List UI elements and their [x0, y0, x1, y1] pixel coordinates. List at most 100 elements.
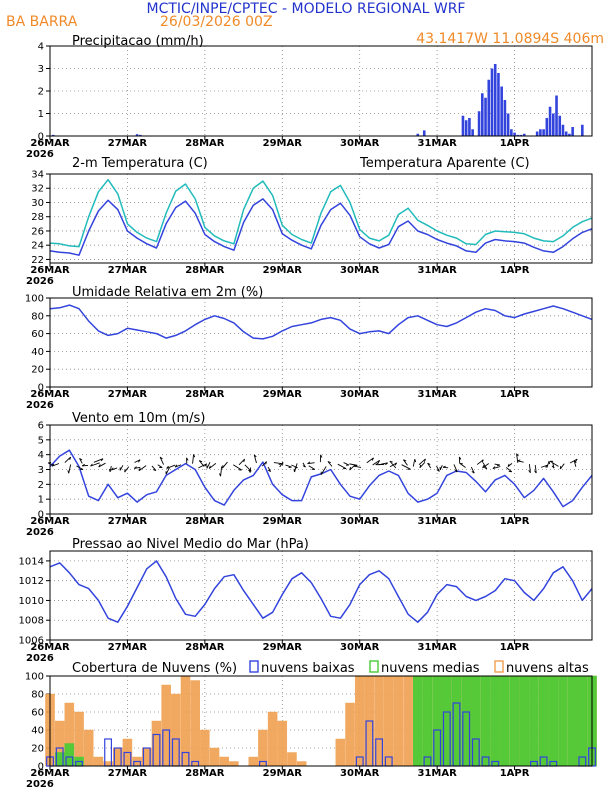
x-tick-label: 26MAR: [30, 642, 70, 653]
y-tick-label: 0: [38, 510, 44, 521]
wind-arrow: [198, 460, 205, 467]
x-tick-label: 26MAR: [30, 768, 70, 779]
cloud-bar-nuvens-medias: [509, 675, 520, 767]
cloud-bar-nuvens-altas: [393, 675, 404, 767]
wind-arrow: [353, 465, 362, 468]
precip-bar: [468, 118, 471, 136]
wind-arrow-head: [482, 465, 485, 469]
temp-title: 2-m Temperatura (C): [72, 156, 208, 171]
y-tick-label: 2: [38, 87, 44, 98]
x-tick-label: 28MAR: [185, 265, 225, 276]
wind-arrow: [516, 453, 519, 463]
wind-arrow-head: [67, 470, 70, 474]
legend-high-label: nuvens altas: [506, 661, 589, 676]
y-tick-label: 3: [38, 64, 44, 75]
wind-arrow-head: [394, 462, 398, 466]
x-tick-label: 28MAR: [185, 516, 225, 527]
precip-bar: [522, 133, 526, 136]
wind-arrow-head: [496, 464, 500, 467]
cloud-bar-nuvens-medias: [500, 675, 510, 767]
wind-arrow: [294, 463, 298, 473]
wind-arrow-head: [98, 464, 101, 468]
wind-arrow: [308, 465, 315, 470]
wind-arrow: [528, 464, 531, 473]
precip-bar: [568, 133, 571, 136]
precip-bar: [555, 95, 558, 136]
cloud-bar-nuvens-altas: [83, 729, 94, 767]
x-year-label: 2026: [26, 527, 54, 538]
wind-arrow: [470, 466, 475, 474]
y-tick-label: 24: [31, 241, 44, 252]
wind-arrow: [427, 462, 432, 469]
clouds-title: Cobertura de Nuvens (%): [72, 661, 237, 676]
wind-arrow-head: [353, 464, 357, 467]
cloud-bar-nuvens-medias: [490, 675, 500, 767]
legend-low-label: nuvens baixas: [261, 661, 355, 676]
precip-bar: [558, 115, 562, 136]
x-tick-label: 29MAR: [263, 516, 303, 527]
precip-bar: [539, 129, 542, 136]
rh-line-0: [49, 304, 593, 340]
x-tick-label: 30MAR: [340, 265, 380, 276]
wind-arrow-head: [133, 466, 137, 469]
cloud-bar-nuvens-altas: [354, 675, 365, 767]
wind-arrow-head: [90, 463, 93, 467]
wind-arrow: [109, 465, 112, 472]
legend-low-swatch: [249, 660, 259, 673]
wind-arrow-head: [293, 468, 296, 473]
wind-arrow-head: [492, 466, 496, 469]
y-tick-label: 80: [31, 690, 44, 701]
wind-arrow: [389, 460, 397, 469]
wind-arrow-head: [81, 463, 85, 467]
cloud-bar-nuvens-medias: [538, 675, 549, 767]
wind-arrow-head: [267, 469, 271, 472]
clouds-frame: [49, 675, 593, 767]
precip-bar: [516, 134, 520, 136]
y-tick-label: 4: [38, 450, 44, 461]
precip-bar: [484, 97, 487, 136]
x-year-label: 2026: [26, 400, 54, 411]
wind-arrow: [569, 458, 578, 464]
x-year-label: 2026: [26, 779, 54, 790]
y-tick-label: 40: [31, 347, 44, 358]
pressure-frame: [49, 550, 593, 641]
precip-bar: [461, 115, 465, 136]
x-tick-label: 27MAR: [108, 138, 148, 149]
wind-arrow-head: [208, 465, 211, 469]
legend-mid-label: nuvens medias: [381, 661, 480, 676]
wind-arrow: [174, 464, 182, 468]
wind-arrow-head: [481, 459, 484, 463]
precip-bar: [581, 124, 584, 136]
cloud-bar-nuvens-altas: [93, 756, 104, 767]
clouds-panel: 0 20 40 60 80 100 26MAR 27MAR 28MAR 29MAR 30MAR 31M…: [25, 672, 597, 790]
wind-arrow: [151, 465, 157, 471]
wind-arrow-head: [100, 458, 104, 462]
precip-bar: [545, 118, 549, 136]
precip-bar: [493, 64, 497, 136]
wind-arrow: [505, 467, 513, 473]
y-tick-label: 30: [31, 198, 44, 209]
temp-apparent-legend: Temperatura Aparente (C): [359, 156, 530, 171]
wind-arrow: [549, 460, 559, 467]
cloud-bar-nuvens-altas: [345, 702, 355, 767]
wind-arrow: [349, 464, 356, 471]
x-tick-label: 1APR: [500, 265, 530, 276]
precip-bar: [551, 113, 555, 136]
wind-arrow-head: [243, 458, 246, 463]
wind-arrow: [403, 459, 408, 466]
cloud-bar-nuvens-altas: [209, 747, 220, 767]
cloud-bar-nuvens-altas: [219, 756, 229, 767]
precip-bar: [500, 86, 503, 136]
wind-arrow-head: [199, 460, 203, 463]
wind-arrow-head: [51, 463, 55, 467]
wind-arrow: [238, 458, 245, 466]
wind-arrow: [111, 467, 118, 471]
precip-title: Precipitacao (mm/h): [72, 34, 204, 49]
x-tick-label: 31MAR: [417, 138, 457, 149]
x-tick-label: 30MAR: [340, 516, 380, 527]
wind-arrow: [220, 466, 223, 477]
precip-bar: [497, 73, 500, 136]
temp-line-0: [49, 198, 593, 256]
wind-panel: 0 1 2 3 4 5 6 26MAR 27MAR 28MAR 29MAR 30MAR 31MAR 1AP…: [26, 421, 593, 538]
wind-frame: [49, 424, 593, 515]
